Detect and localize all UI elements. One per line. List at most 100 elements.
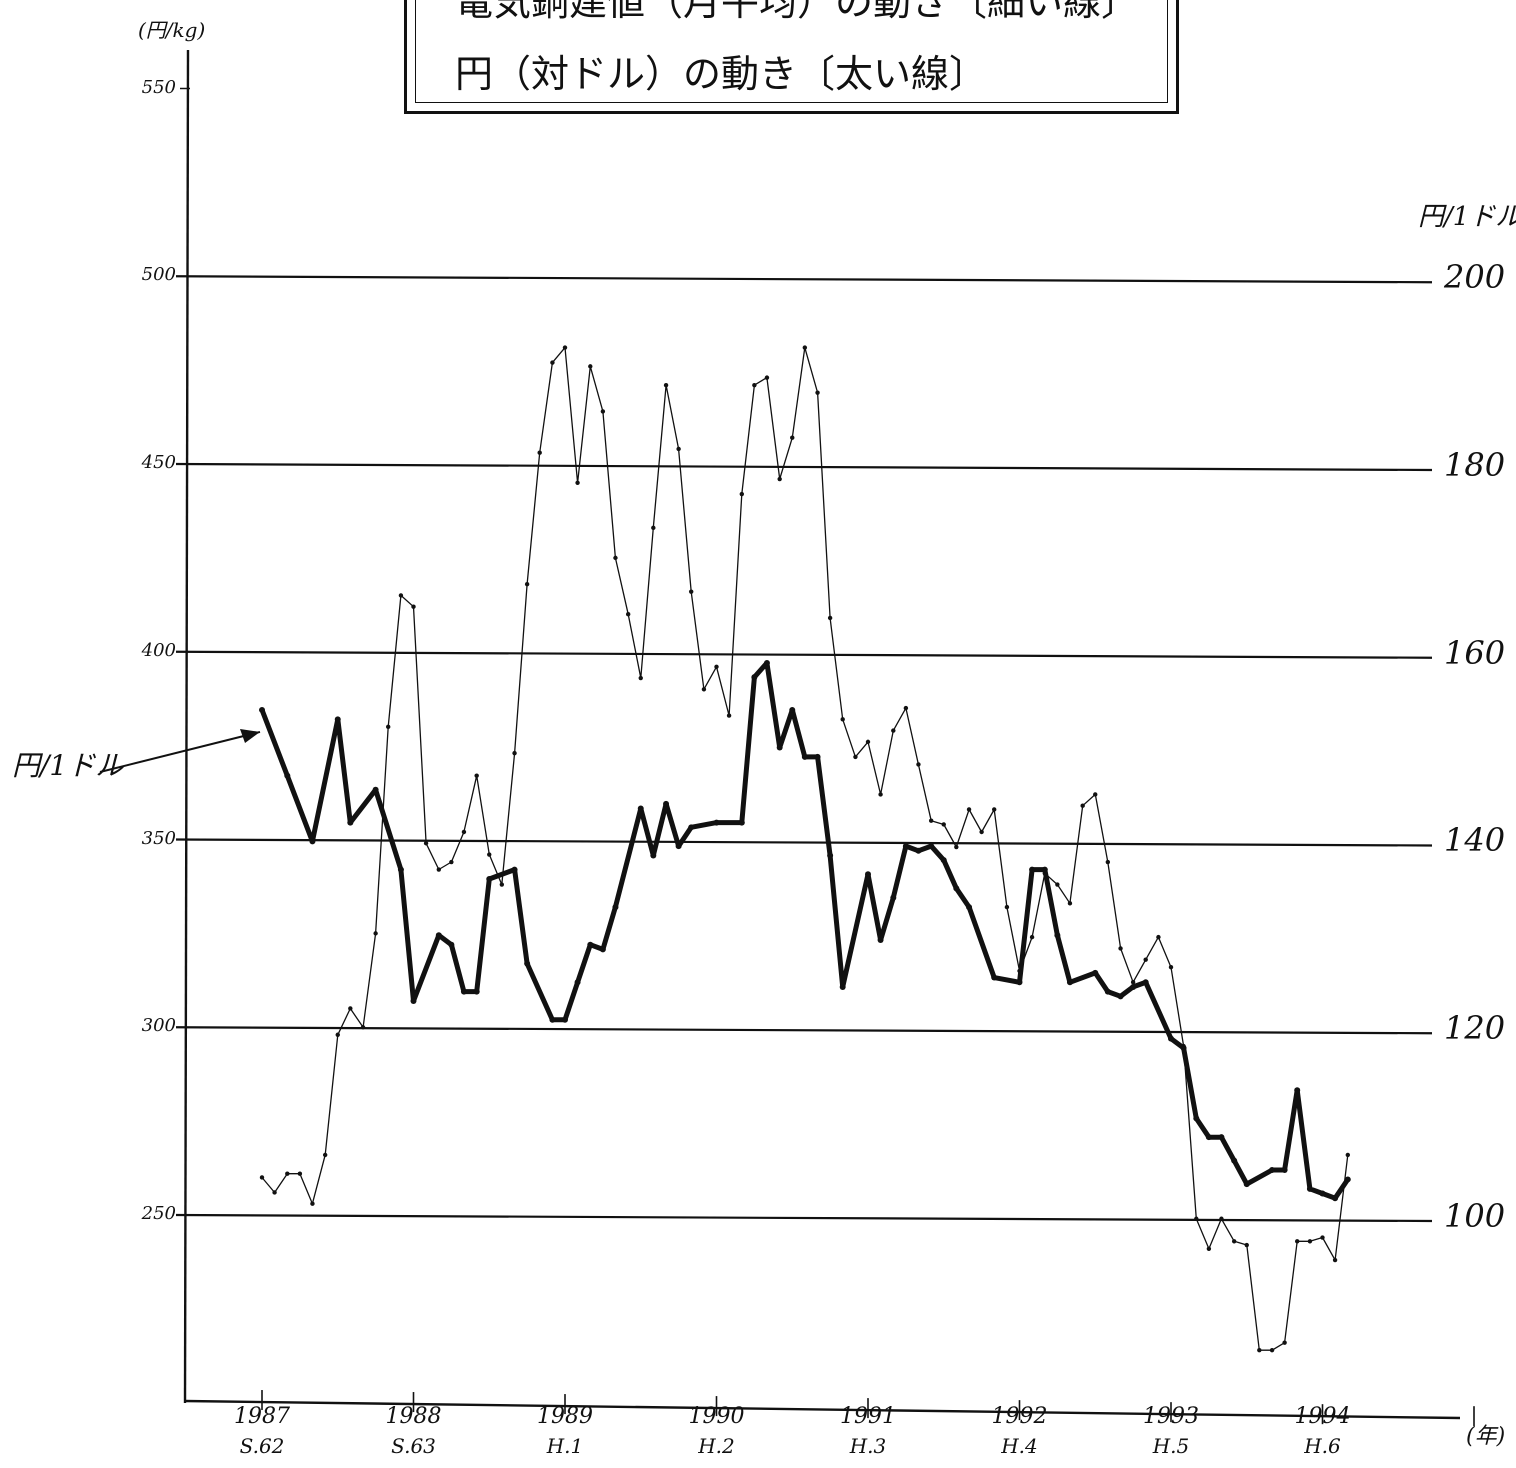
gridline-250 [175, 1213, 1433, 1223]
chart-title-box: 電気銅建値（月平均）の動き〔細い線〕 円（対ドル）の動き〔太い線〕 [404, 0, 1179, 114]
series-thick-point-12 [486, 875, 493, 882]
gridline-450 [175, 462, 1433, 472]
series-thin-point-31 [651, 525, 656, 531]
series-thin-point-0 [259, 1175, 265, 1180]
series-thin-point-38 [739, 491, 745, 497]
series-thick-point-57 [1180, 1044, 1187, 1051]
left-axis-unit: (円/kg) [138, 18, 206, 42]
series-thick-point-29 [763, 659, 770, 666]
series-layer [259, 345, 1351, 1353]
series-thin-point-30 [638, 675, 643, 681]
series-thin-point-34 [688, 589, 694, 594]
series-thin-point-19 [499, 882, 505, 887]
series-thick-point-49 [1054, 932, 1061, 939]
x-tick-label-era-1987: S.62 [239, 1434, 285, 1458]
series-thick-point-28 [751, 674, 758, 681]
series-thin-point-61 [1029, 934, 1035, 940]
pointer-arrow-shaft [99, 730, 261, 773]
y-right-tick-label-140: 140 [1444, 821, 1506, 860]
series-thin-point-85 [1332, 1257, 1338, 1263]
series-thin-point-83 [1307, 1239, 1313, 1244]
series-thin-point-71 [1156, 934, 1161, 940]
x-tick-label-era-1992: H.4 [1001, 1434, 1038, 1458]
y-left-tick-label-350: 350 [141, 827, 176, 849]
title-box-inner-frame [415, 0, 1168, 103]
series-thick-point-67 [1319, 1190, 1326, 1197]
gridline-500 [175, 275, 1433, 284]
series-thick-point-31 [789, 706, 796, 713]
series-thin-point-77 [1231, 1239, 1237, 1244]
series-thin-point-3 [297, 1171, 303, 1176]
series-thin-point-50 [891, 728, 896, 733]
x-tick-label-year-1990: 1990 [688, 1404, 745, 1429]
series-thick-point-55 [1142, 979, 1149, 986]
x-tick-label-era-1988: S.63 [391, 1434, 436, 1458]
series-thin-point-78 [1244, 1242, 1249, 1248]
series-thin-point-82 [1294, 1239, 1300, 1244]
y-left-tick-label-250: 250 [141, 1203, 176, 1224]
gridline-300 [175, 1026, 1433, 1035]
series-thin-point-57 [979, 829, 984, 835]
x-tick-label-era-1991: H.3 [849, 1434, 887, 1458]
series-thick-point-32 [801, 753, 808, 760]
series-thick-point-59 [1205, 1134, 1212, 1141]
series-thin-point-32 [663, 382, 669, 388]
y-right-tick-label-180: 180 [1444, 445, 1506, 484]
series-thin-point-80 [1269, 1347, 1275, 1353]
series-thick-point-17 [574, 979, 581, 986]
series-thick-point-44 [966, 904, 973, 911]
series-thin-point-67 [1105, 859, 1111, 865]
series-thin-point-27 [600, 409, 606, 414]
y-right-tick-label-120: 120 [1444, 1009, 1506, 1048]
series-thin-point-48 [865, 739, 871, 745]
x-tick-label-year-1992: 1992 [991, 1404, 1048, 1429]
series-thick-point-35 [839, 983, 846, 990]
series-thick-point-40 [915, 847, 922, 854]
series-thick-point-10 [460, 988, 467, 995]
series-thick-point-25 [688, 824, 695, 831]
series-thin-point-44 [815, 390, 820, 395]
series-thin-point-20 [512, 750, 517, 756]
series-thick-point-68 [1332, 1195, 1339, 1202]
series-thick-point-21 [637, 805, 644, 812]
series-thick-point-66 [1306, 1185, 1313, 1192]
series-thin-point-37 [726, 713, 732, 718]
series-thick-point-16 [562, 1016, 568, 1023]
series-thin-point-49 [878, 792, 883, 797]
series-thick-line [259, 660, 1351, 1201]
series-thin-point-6 [335, 1032, 340, 1037]
series-thick-point-20 [612, 904, 619, 911]
series-thick-point-30 [776, 744, 783, 751]
gridline-350 [175, 838, 1433, 847]
series-thick-point-62 [1243, 1181, 1250, 1188]
chart-title-line-1: 電気銅建値（月平均）の動き〔細い線〕 [455, 0, 1140, 24]
series-thin-point-79 [1257, 1347, 1262, 1353]
series-thick-point-0 [259, 706, 265, 713]
gridline-400 [175, 650, 1433, 659]
series-thin-point-35 [701, 687, 707, 692]
series-thin-point-53 [928, 818, 934, 823]
series-thin-point-55 [954, 844, 959, 850]
series-thick-point-26 [713, 819, 720, 826]
series-thick-point-63 [1269, 1167, 1276, 1174]
series-thin-point-58 [991, 807, 997, 812]
series-thick-point-33 [814, 753, 821, 760]
series-thick-point-60 [1218, 1134, 1225, 1141]
y-left-tick-label-400: 400 [141, 639, 176, 661]
series-thin-point-25 [575, 480, 580, 485]
series-thin-point-69 [1130, 979, 1136, 985]
series-thin-point-26 [588, 364, 593, 369]
series-thick-point-50 [1066, 979, 1073, 986]
axes [180, 49, 1461, 1420]
series-thin-point-33 [676, 446, 681, 452]
series-thin-point-75 [1206, 1246, 1212, 1251]
series-thick-point-3 [334, 716, 341, 723]
series-thick-point-22 [650, 852, 657, 859]
series-thick-point-11 [473, 988, 480, 995]
series-thin-point-12 [411, 604, 416, 609]
series-thin-point-36 [714, 664, 719, 669]
series-thin-point-52 [916, 762, 921, 767]
series-thick-point-5 [372, 786, 379, 793]
series-thick-point-42 [940, 857, 947, 864]
series-thin-point-65 [1080, 803, 1085, 808]
